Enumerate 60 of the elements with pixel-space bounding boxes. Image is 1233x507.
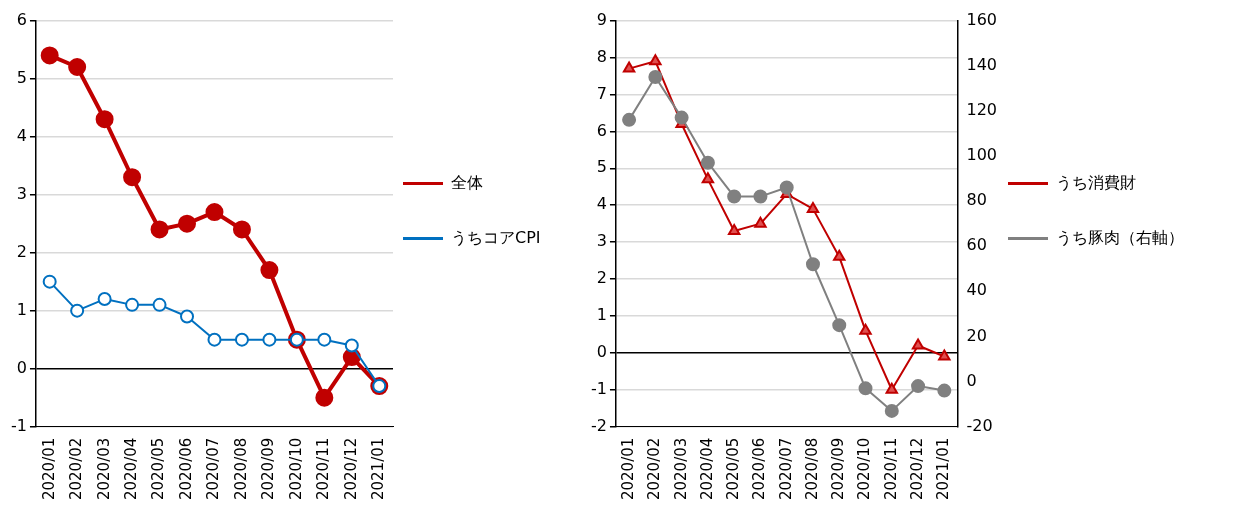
y2-tick-label: 100 (966, 145, 998, 165)
y-tick-label: 1 (16, 299, 27, 319)
y-tick-label: 6 (16, 9, 27, 29)
x-tick-label: 2021/01 (369, 437, 388, 501)
x-tick-label: 2020/04 (697, 437, 716, 501)
y-tick-label: 3 (16, 183, 27, 203)
x-tick-label: 2020/09 (259, 437, 278, 501)
y2-tick-label: 0 (966, 370, 977, 390)
y-tick-label: 4 (16, 125, 27, 145)
x-tick-label: 2020/03 (94, 437, 113, 501)
y-tick-label: 5 (596, 157, 607, 177)
y-tick-label: 5 (16, 67, 27, 87)
x-tick-label: 2020/02 (645, 437, 664, 501)
x-tick-label: 2020/01 (618, 437, 637, 501)
x-tick-label: 2020/12 (341, 437, 360, 501)
x-tick-label: 2020/07 (204, 437, 223, 501)
y2-tick-label: 80 (966, 190, 987, 210)
y-tick-label: 6 (596, 120, 607, 140)
x-tick-label: 2020/04 (121, 437, 140, 501)
legend-label: うち消費財 (1056, 172, 1136, 194)
x-tick-label: 2020/08 (802, 437, 821, 501)
y-tick-label: 3 (596, 231, 607, 251)
y2-tick-label: 40 (966, 280, 987, 300)
y-tick-label: 0 (16, 357, 27, 377)
x-tick-label: 2020/03 (671, 437, 690, 501)
y-tick-label: 9 (596, 9, 607, 29)
x-tick-label: 2020/11 (314, 437, 333, 501)
y-tick-label: 0 (596, 342, 607, 362)
x-tick-label: 2020/06 (176, 437, 195, 501)
y-tick-label: -1 (11, 415, 27, 435)
x-tick-label: 2020/07 (776, 437, 795, 501)
x-tick-label: 2020/09 (829, 437, 848, 501)
legend-label: うち豚肉（右軸） (1056, 227, 1184, 249)
x-tick-label: 2020/05 (149, 437, 168, 501)
y-tick-label: -2 (591, 415, 607, 435)
y2-tick-label: 160 (966, 9, 998, 29)
x-tick-label: 2020/11 (881, 437, 900, 501)
y2-tick-label: 120 (966, 100, 998, 119)
legend-label: うちコアCPI (451, 227, 541, 249)
x-tick-label: 2020/05 (724, 437, 743, 501)
x-tick-label: 2020/01 (39, 437, 58, 501)
y-tick-label: 8 (596, 46, 607, 66)
x-tick-label: 2020/10 (286, 437, 305, 501)
x-tick-label: 2020/06 (750, 437, 769, 501)
y-tick-label: 7 (596, 83, 607, 103)
y-tick-label: 2 (596, 268, 607, 288)
y2-tick-label: 140 (966, 54, 998, 74)
x-tick-label: 2020/08 (231, 437, 250, 501)
y2-tick-label: -20 (966, 415, 993, 435)
y-tick-label: -1 (591, 378, 607, 398)
y-tick-label: 4 (596, 194, 607, 214)
y-tick-label: 1 (596, 305, 607, 325)
y-tick-label: 2 (16, 241, 27, 261)
x-tick-label: 2021/01 (934, 437, 953, 501)
y2-tick-label: 20 (966, 325, 987, 345)
legend-label: 全体 (451, 172, 483, 194)
x-tick-label: 2020/12 (907, 437, 926, 501)
x-tick-label: 2020/02 (67, 437, 86, 501)
y2-tick-label: 60 (966, 235, 987, 255)
x-tick-label: 2020/10 (855, 437, 874, 501)
